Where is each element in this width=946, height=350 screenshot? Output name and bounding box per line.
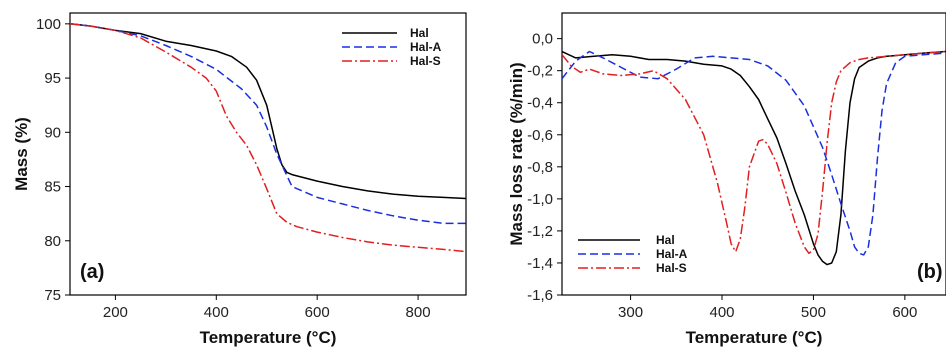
y-tick-label: 95 [44,70,61,87]
y-tick-label: 100 [36,16,61,33]
y-axis-label: Mass (%) [12,117,31,191]
x-tick-label: 500 [801,304,826,321]
y-tick-label: -1,2 [527,223,553,240]
y-tick-label: -1,4 [527,255,553,272]
x-tick-label: 300 [618,304,643,321]
y-tick-label: 0,0 [532,31,553,48]
y-tick-label: 90 [44,124,61,141]
y-tick-label: 85 [44,179,61,196]
series-line-hal [562,50,946,266]
x-tick-label: 800 [406,304,431,321]
y-tick-label: -0,8 [527,159,553,176]
legend-label: Hal-S [410,54,441,68]
panel-label: (b) [917,261,943,283]
y-tick-label: 75 [44,287,61,304]
plot-frame-a [69,12,467,296]
series-line-hal-s [70,23,466,253]
legend-label: Hal-S [656,261,687,275]
legend-label: Hal [410,26,429,40]
series-line-hal [70,23,466,200]
series-line-hal-s [562,50,946,255]
y-tick-label: 80 [44,233,61,250]
y-tick-label: -1,6 [527,287,553,304]
y-tick-label: -0,6 [527,127,553,144]
plot-frame-b [561,12,946,296]
x-axis-label: Temperature (°C) [200,328,337,347]
series-line-hal-a [70,23,466,225]
x-tick-label: 400 [709,304,734,321]
x-tick-label: 600 [892,304,917,321]
y-axis-label: Mass loss rate (%/min) [507,62,526,245]
x-axis-label: Temperature (°C) [686,328,823,347]
x-tick-label: 200 [103,304,128,321]
panel-label: (a) [80,261,104,283]
legend-label: Hal-A [656,247,688,261]
x-tick-label: 400 [204,304,229,321]
legend-label: Hal-A [410,40,442,54]
y-tick-label: -0,2 [527,63,553,80]
series-line-hal-a [562,50,946,256]
y-tick-label: -0,4 [527,95,553,112]
x-tick-label: 600 [305,304,330,321]
legend-label: Hal [656,233,675,247]
y-tick-label: -1,0 [527,191,553,208]
